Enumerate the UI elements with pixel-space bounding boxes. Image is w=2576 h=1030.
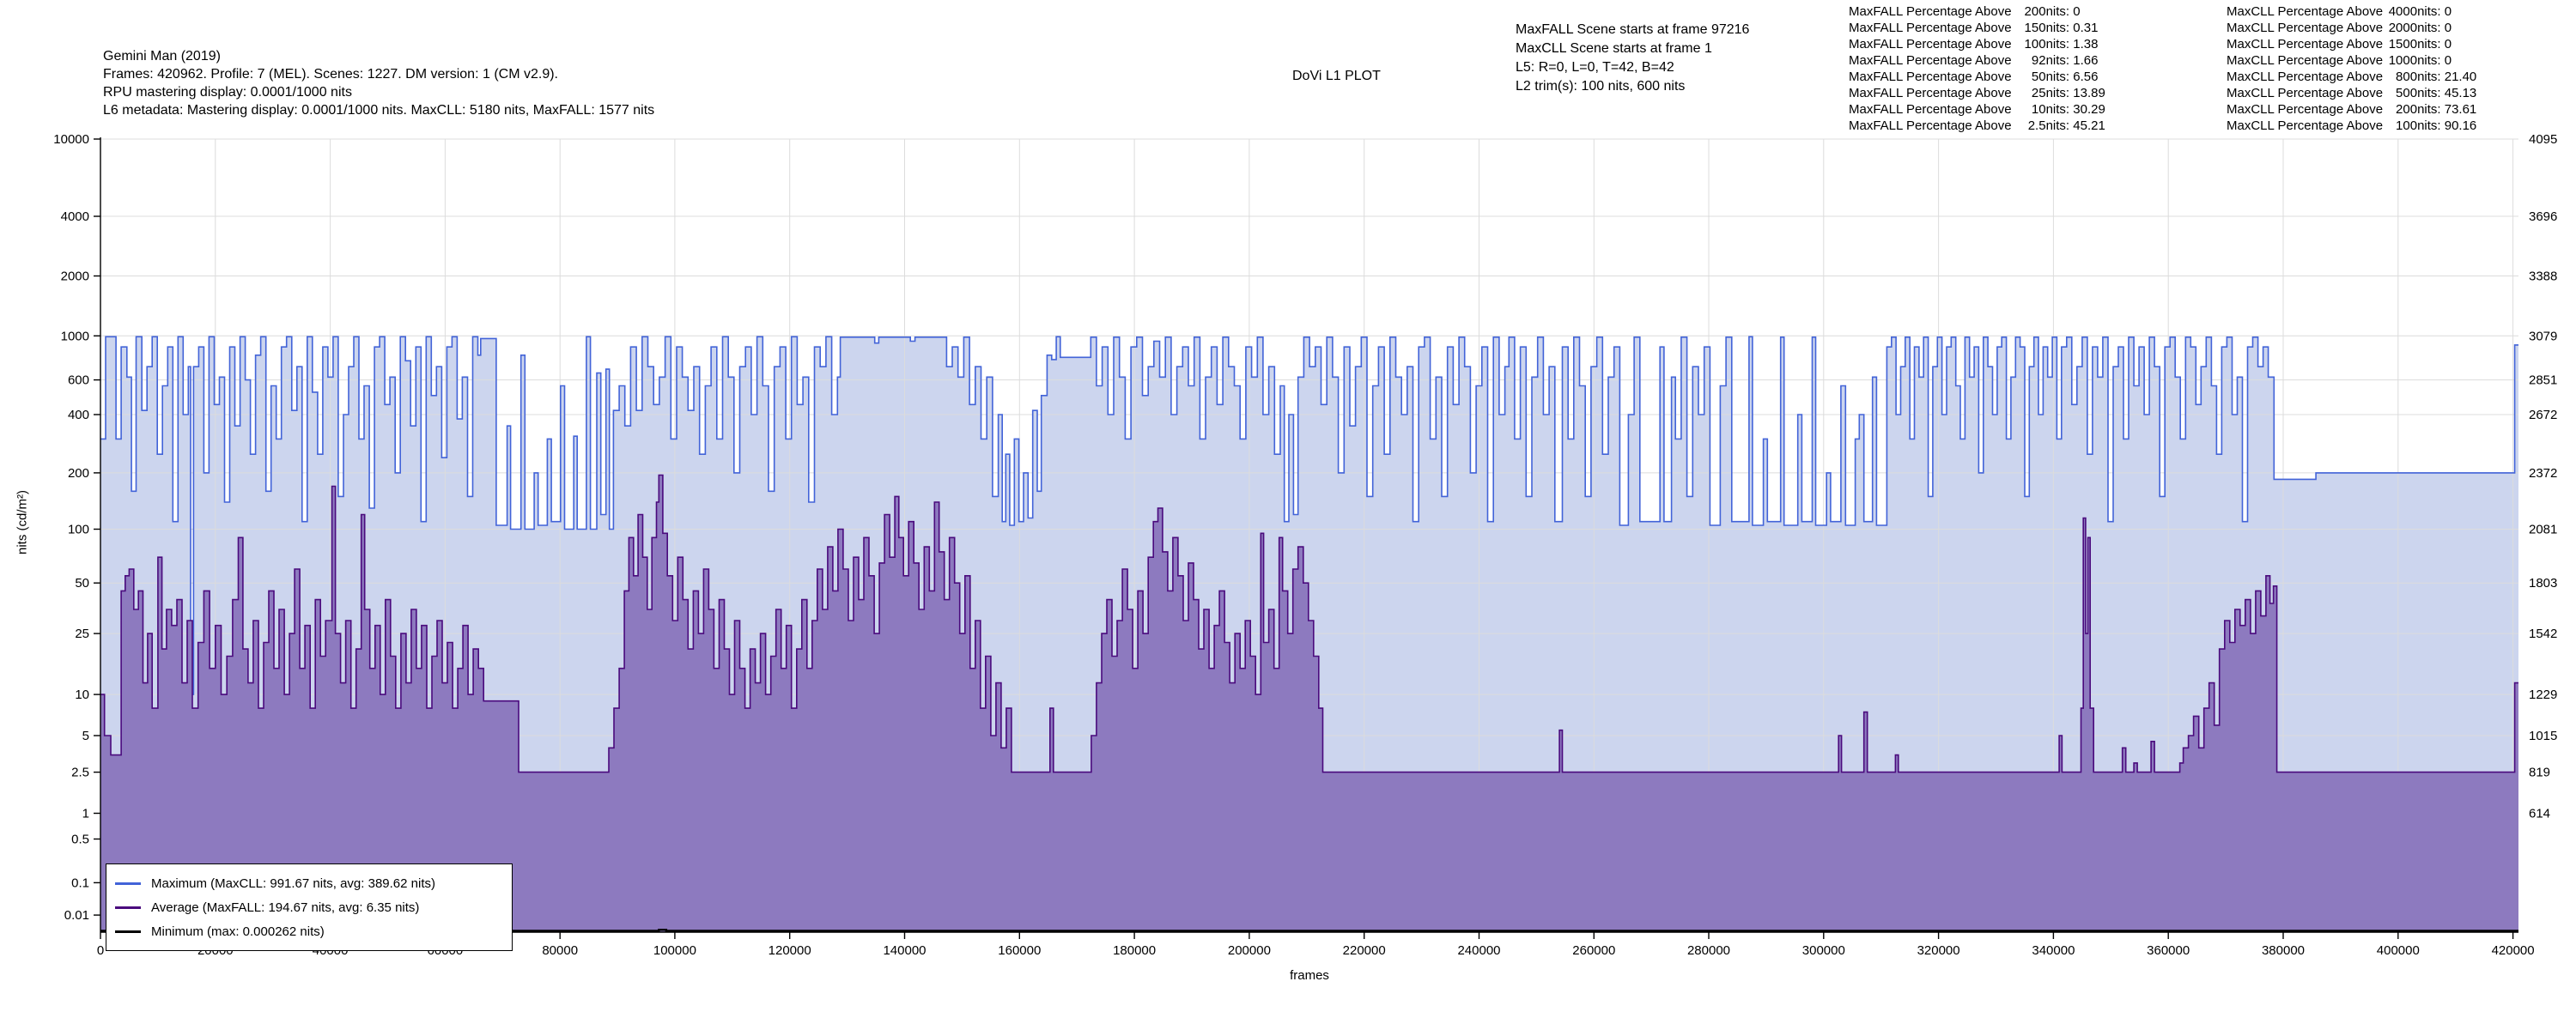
x-tick-label: 180000: [1113, 943, 1156, 958]
x-tick-label: 120000: [769, 943, 811, 958]
l2-trims-line: L2 trim(s): 100 nits, 600 nits: [1516, 79, 1686, 94]
x-tick-label: 300000: [1802, 943, 1845, 958]
y-tick-label: 2.5: [71, 766, 89, 780]
x-tick-label: 220000: [1343, 943, 1386, 958]
legend-minimum-label: Minimum (max: 0.000262 nits): [151, 924, 325, 939]
percentage-row: MaxCLL Percentage Above 800nits: 21.40: [2227, 70, 2477, 84]
x-tick-label: 400000: [2377, 943, 2420, 958]
x-tick-label: 360000: [2147, 943, 2190, 958]
x-tick-label: 320000: [1917, 943, 1960, 958]
y-tick-label: 0.1: [71, 876, 89, 890]
frames-profile-line: Frames: 420962. Profile: 7 (MEL). Scenes…: [103, 67, 558, 82]
pq-code-label: 3388: [2529, 270, 2557, 284]
metadata-header: Gemini Man (2019) Frames: 420962. Profil…: [103, 47, 654, 119]
x-tick-label: 260000: [1572, 943, 1615, 958]
percentage-row: MaxFALL Percentage Above 50nits: 6.56: [1849, 70, 2099, 84]
average-line-swatch-icon: [115, 906, 141, 909]
x-tick-label: 0: [97, 943, 104, 958]
x-tick-label: 100000: [653, 943, 696, 958]
y-tick-label: 1: [82, 807, 89, 821]
pq-code-label: 819: [2529, 766, 2550, 780]
average-line: [100, 474, 2518, 773]
maxfall-percentage-column: MaxFALL Percentage Above 200nits: 0 MaxFAL…: [1849, 3, 2105, 134]
pq-code-label: 2851: [2529, 373, 2557, 388]
percentage-row: MaxFALL Percentage Above 200nits: 0: [1849, 4, 2081, 19]
x-tick-label: 380000: [2262, 943, 2305, 958]
average-area-fill: [100, 475, 2518, 932]
y-tick-label: 0.01: [64, 908, 89, 923]
percentage-row: MaxFALL Percentage Above 92nits: 1.66: [1849, 53, 2099, 68]
pq-code-label: 2672: [2529, 408, 2557, 422]
x-axis-label: frames: [1290, 968, 1329, 983]
x-tick-label: 80000: [542, 943, 578, 958]
legend-average-label: Average (MaxFALL: 194.67 nits, avg: 6.35…: [151, 900, 420, 915]
pq-code-label: 1803: [2529, 576, 2557, 591]
y-tick-label: 10: [75, 688, 89, 702]
pq-code-label: 2081: [2529, 523, 2557, 537]
legend-item-average: Average (MaxFALL: 194.67 nits, avg: 6.35…: [115, 895, 503, 919]
percentage-row: MaxFALL Percentage Above 150nits: 0.31: [1849, 21, 2099, 35]
percentage-row: MaxCLL Percentage Above 100nits: 90.16: [2227, 118, 2477, 133]
y-tick-label: 50: [75, 576, 89, 591]
rpu-mastering-line: RPU mastering display: 0.0001/1000 nits: [103, 85, 352, 100]
y-tick-label: 1000: [61, 329, 89, 343]
x-tick-label: 200000: [1228, 943, 1271, 958]
y-tick-label: 25: [75, 627, 89, 641]
legend-box: Maximum (MaxCLL: 991.67 nits, avg: 389.6…: [106, 863, 513, 951]
pq-code-label: 1015: [2529, 729, 2557, 743]
y-axis-label: nits (cd/m²): [15, 490, 30, 554]
x-tick-label: 280000: [1687, 943, 1730, 958]
x-tick-label: 420000: [2492, 943, 2535, 958]
y-tick-label: 200: [68, 466, 89, 481]
pq-code-label: 1229: [2529, 688, 2557, 702]
pq-code-label: 1542: [2529, 627, 2557, 641]
pq-code-label: 2372: [2529, 466, 2557, 481]
x-tick-label: 240000: [1457, 943, 1500, 958]
percentage-row: MaxCLL Percentage Above 2000nits: 0: [2227, 21, 2452, 35]
maxfall-scene-line: MaxFALL Scene starts at frame 97216: [1516, 22, 1750, 37]
percentage-row: MaxCLL Percentage Above 200nits: 73.61: [2227, 102, 2477, 117]
percentage-row: MaxFALL Percentage Above 2.5nits: 45.21: [1849, 118, 2105, 133]
pq-code-label: 3696: [2529, 209, 2557, 224]
y-tick-label: 600: [68, 373, 89, 388]
percentage-row: MaxCLL Percentage Above 4000nits: 0: [2227, 4, 2452, 19]
percentage-row: MaxFALL Percentage Above 10nits: 30.29: [1849, 102, 2105, 117]
pq-code-label: 4095: [2529, 132, 2557, 147]
percentage-row: MaxCLL Percentage Above 1000nits: 0: [2227, 53, 2452, 68]
page-title: DoVi L1 PLOT: [1292, 69, 1381, 83]
y-tick-label: 5: [82, 729, 89, 743]
scene-info-block: MaxFALL Scene starts at frame 97216 MaxC…: [1516, 21, 1749, 96]
percentage-row: MaxCLL Percentage Above 500nits: 45.13: [2227, 86, 2477, 100]
minimum-line-swatch-icon: [115, 930, 141, 933]
movie-title: Gemini Man (2019): [103, 49, 221, 64]
x-tick-label: 160000: [998, 943, 1041, 958]
pq-code-label: 3079: [2529, 329, 2557, 343]
x-tick-label: 140000: [883, 943, 926, 958]
legend-item-minimum: Minimum (max: 0.000262 nits): [115, 919, 503, 943]
percentage-row: MaxCLL Percentage Above 1500nits: 0: [2227, 37, 2452, 52]
y-tick-label: 2000: [61, 270, 89, 284]
percentage-row: MaxFALL Percentage Above 25nits: 13.89: [1849, 86, 2105, 100]
legend-maximum-label: Maximum (MaxCLL: 991.67 nits, avg: 389.6…: [151, 876, 435, 891]
pq-code-label: 614: [2529, 807, 2550, 821]
percentage-row: MaxFALL Percentage Above 100nits: 1.38: [1849, 37, 2099, 52]
y-tick-label: 10000: [53, 132, 89, 147]
maxcll-percentage-column: MaxCLL Percentage Above 4000nits: 0 MaxCLL…: [2227, 3, 2476, 134]
y-tick-label: 100: [68, 523, 89, 537]
y-tick-label: 0.5: [71, 833, 89, 847]
maximum-line: [100, 336, 2518, 695]
y-tick-label: 400: [68, 408, 89, 422]
maximum-line-swatch-icon: [115, 882, 141, 885]
l6-metadata-line: L6 metadata: Mastering display: 0.0001/1…: [103, 103, 655, 118]
x-tick-label: 340000: [2032, 943, 2075, 958]
y-tick-label: 4000: [61, 209, 89, 224]
legend-item-maximum: Maximum (MaxCLL: 991.67 nits, avg: 389.6…: [115, 871, 503, 895]
maxcll-scene-line: MaxCLL Scene starts at frame 1: [1516, 41, 1712, 56]
l5-offsets-line: L5: R=0, L=0, T=42, B=42: [1516, 60, 1674, 75]
